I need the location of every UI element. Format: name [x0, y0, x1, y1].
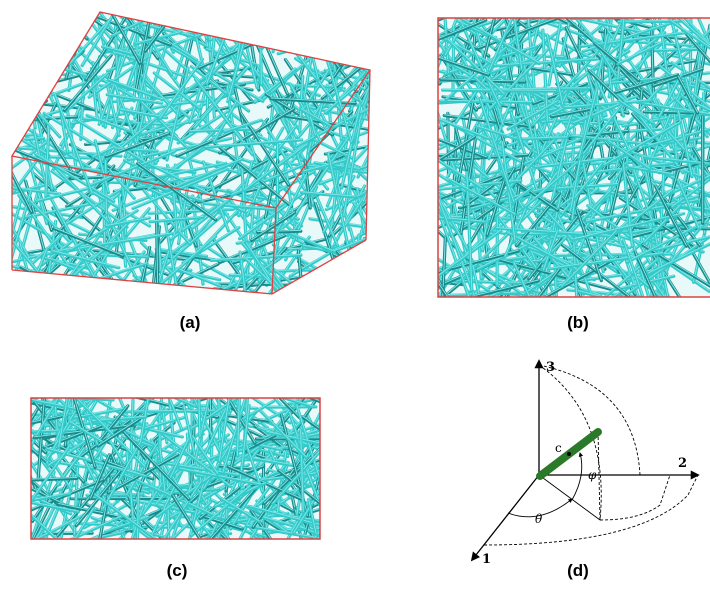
caption-a: (a): [179, 313, 201, 332]
fiber-label: c: [555, 441, 562, 455]
box-edges: [10, 11, 372, 295]
panel-c-side-view: [30, 397, 322, 540]
fiber-top-view-image: [437, 17, 710, 298]
axis-1: [470, 474, 540, 562]
phi-label: φ: [588, 468, 597, 482]
panel-d-orientation-diagram: 3 2 1 c θ φ: [460, 355, 710, 570]
panel-b-top-view: [437, 17, 710, 298]
fiber-box-3d-image: [10, 11, 372, 295]
theta-label: θ: [535, 512, 543, 526]
axis-1-label: 1: [482, 552, 491, 567]
caption-d: (d): [567, 561, 589, 580]
axis-2-label: 2: [678, 456, 687, 471]
panel-a-3d-fiber-box: [8, 8, 388, 298]
caption-c: (c): [166, 561, 188, 580]
fiber-side-view-image: [30, 397, 321, 540]
caption-b: (b): [567, 313, 589, 332]
orientation-diagram: 3 2 1 c θ φ: [470, 359, 700, 567]
axis-3-label: 3: [546, 360, 555, 375]
